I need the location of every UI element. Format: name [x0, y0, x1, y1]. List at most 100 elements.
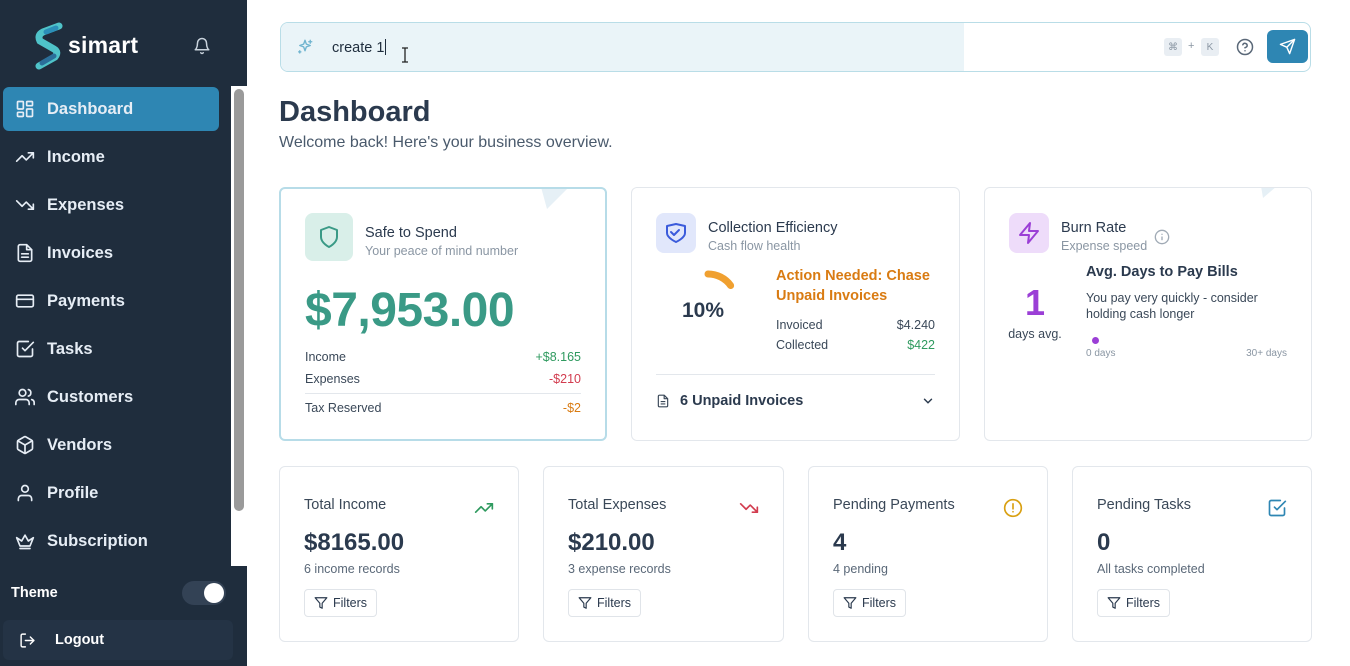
- lightning-icon-box: [1009, 213, 1049, 253]
- safe-to-spend-amount: $7,953.00: [305, 284, 515, 337]
- sidebar-item-expenses[interactable]: Expenses: [3, 183, 219, 227]
- shortcut-plus: +: [1188, 40, 1195, 52]
- sidebar-item-customers[interactable]: Customers: [3, 375, 219, 419]
- filters-label: Filters: [333, 596, 368, 610]
- users-icon: [15, 387, 35, 407]
- divider: [656, 374, 935, 375]
- chevron-down-icon: [923, 398, 933, 404]
- trending-down-icon: [739, 498, 759, 518]
- stat-note: 3 expense records: [568, 562, 671, 576]
- brand-name: simart: [68, 31, 139, 58]
- total-expenses-card: Total Expenses $210.00 3 expense records…: [543, 466, 784, 642]
- gauge-arc: [704, 270, 735, 290]
- theme-label: Theme: [11, 585, 58, 601]
- logout-label: Logout: [55, 632, 105, 648]
- ai-command-bar[interactable]: create 1 ⌘ + K: [280, 22, 1311, 72]
- invoiced-value: $4.240: [896, 318, 935, 332]
- sidebar-item-label: Dashboard: [47, 99, 134, 118]
- check-square-icon: [15, 339, 35, 359]
- sidebar-item-dashboard[interactable]: Dashboard: [3, 87, 219, 131]
- filters-button[interactable]: Filters: [568, 589, 642, 617]
- collection-gauge: [704, 270, 735, 290]
- filter-icon: [314, 597, 328, 609]
- theme-toggle[interactable]: [182, 581, 226, 605]
- handshake-icon: [666, 223, 686, 243]
- tax-reserved-label: Tax Reserved: [305, 401, 382, 415]
- unpaid-invoices-toggle[interactable]: 6 Unpaid Invoices: [656, 386, 935, 416]
- crown-icon: [15, 531, 35, 551]
- theme-row: Theme: [11, 578, 226, 608]
- sidebar-item-label: Invoices: [47, 243, 114, 262]
- scale-min-label: 0 days: [1086, 348, 1116, 359]
- sidebar-item-payments[interactable]: Payments: [3, 279, 219, 323]
- file-text-icon: [657, 394, 669, 408]
- filters-button[interactable]: Filters: [1097, 589, 1171, 617]
- expenses-value: -$210: [549, 372, 581, 386]
- stat-title: Total Income: [304, 497, 387, 513]
- filters-button[interactable]: Filters: [833, 589, 907, 617]
- lightning-icon: [1019, 222, 1039, 244]
- card-subtitle: Expense speed: [1061, 239, 1148, 253]
- filters-label: Filters: [1126, 596, 1161, 610]
- sidebar-item-income[interactable]: Income: [3, 135, 219, 179]
- sidebar-item-tasks[interactable]: Tasks: [3, 327, 219, 371]
- bell-icon[interactable]: [193, 37, 211, 55]
- burn-rate-marker: [1092, 337, 1099, 344]
- stat-note: All tasks completed: [1097, 562, 1205, 576]
- credit-card-icon: [15, 291, 35, 311]
- help-icon[interactable]: [1236, 38, 1254, 56]
- invoiced-label: Invoiced: [776, 318, 823, 332]
- text-caret: [385, 39, 387, 55]
- sidebar-nav: Dashboard Income Expenses Invoices Payme…: [0, 86, 231, 566]
- collection-alert: Action Needed: Chase Unpaid Invoices: [776, 268, 930, 304]
- filters-button[interactable]: Filters: [304, 589, 378, 617]
- alert-circle-icon: [1003, 498, 1023, 518]
- sidebar-item-label: Vendors: [47, 435, 113, 454]
- sidebar-item-label: Subscription: [47, 531, 148, 550]
- sidebar-scrollbar-thumb[interactable]: [234, 89, 244, 511]
- sidebar-item-subscription[interactable]: Subscription: [3, 519, 219, 563]
- collected-label: Collected: [776, 338, 829, 352]
- info-icon[interactable]: [1154, 229, 1170, 245]
- command-input[interactable]: create 1: [332, 39, 387, 56]
- pending-payments-card: Pending Payments 4 4 pending Filters: [808, 466, 1048, 642]
- sidebar-item-invoices[interactable]: Invoices: [3, 231, 219, 275]
- scale-max-label: 30+ days: [1246, 348, 1287, 359]
- page-title: Dashboard: [279, 96, 431, 128]
- command-bar-fill: [281, 23, 964, 71]
- logout-icon: [20, 632, 35, 648]
- stat-value: 0: [1097, 529, 1111, 556]
- dashboard-icon: [15, 99, 35, 119]
- sidebar-item-profile[interactable]: Profile: [3, 471, 219, 515]
- stat-value: $210.00: [568, 529, 655, 556]
- stat-title: Pending Payments: [833, 497, 955, 513]
- send-icon: [1279, 38, 1296, 55]
- income-value: +$8.165: [535, 350, 581, 364]
- stat-value: $8165.00: [304, 529, 405, 556]
- send-button[interactable]: [1267, 30, 1308, 63]
- command-input-value: create 1: [332, 40, 385, 56]
- user-icon: [15, 483, 35, 503]
- card-title: Collection Efficiency: [708, 220, 838, 236]
- safe-to-spend-card: Safe to Spend Your peace of mind number …: [279, 187, 607, 441]
- sidebar-item-label: Income: [47, 147, 105, 166]
- shortcut-key-k: K: [1201, 38, 1219, 56]
- card-title: Burn Rate: [1061, 220, 1127, 236]
- package-icon: [15, 435, 35, 455]
- sidebar-item-label: Expenses: [47, 195, 125, 214]
- collection-percent: 10%: [682, 299, 725, 322]
- ibeam-cursor-icon: [402, 47, 408, 63]
- shortcut-key-cmd: ⌘: [1164, 38, 1182, 56]
- brand-logo[interactable]: simart: [34, 22, 138, 70]
- logout-button[interactable]: Logout: [3, 620, 233, 660]
- trending-up-icon: [474, 498, 494, 518]
- shield-icon: [320, 226, 338, 248]
- sidebar: simart Dashboard Income Expenses Invoice…: [0, 0, 247, 666]
- filters-label: Filters: [597, 596, 632, 610]
- filters-label: Filters: [862, 596, 897, 610]
- filter-icon: [843, 597, 857, 609]
- sidebar-item-vendors[interactable]: Vendors: [3, 423, 219, 467]
- burn-rate-days: 1: [1024, 282, 1046, 323]
- divider: [305, 393, 581, 394]
- trending-up-icon: [15, 147, 35, 167]
